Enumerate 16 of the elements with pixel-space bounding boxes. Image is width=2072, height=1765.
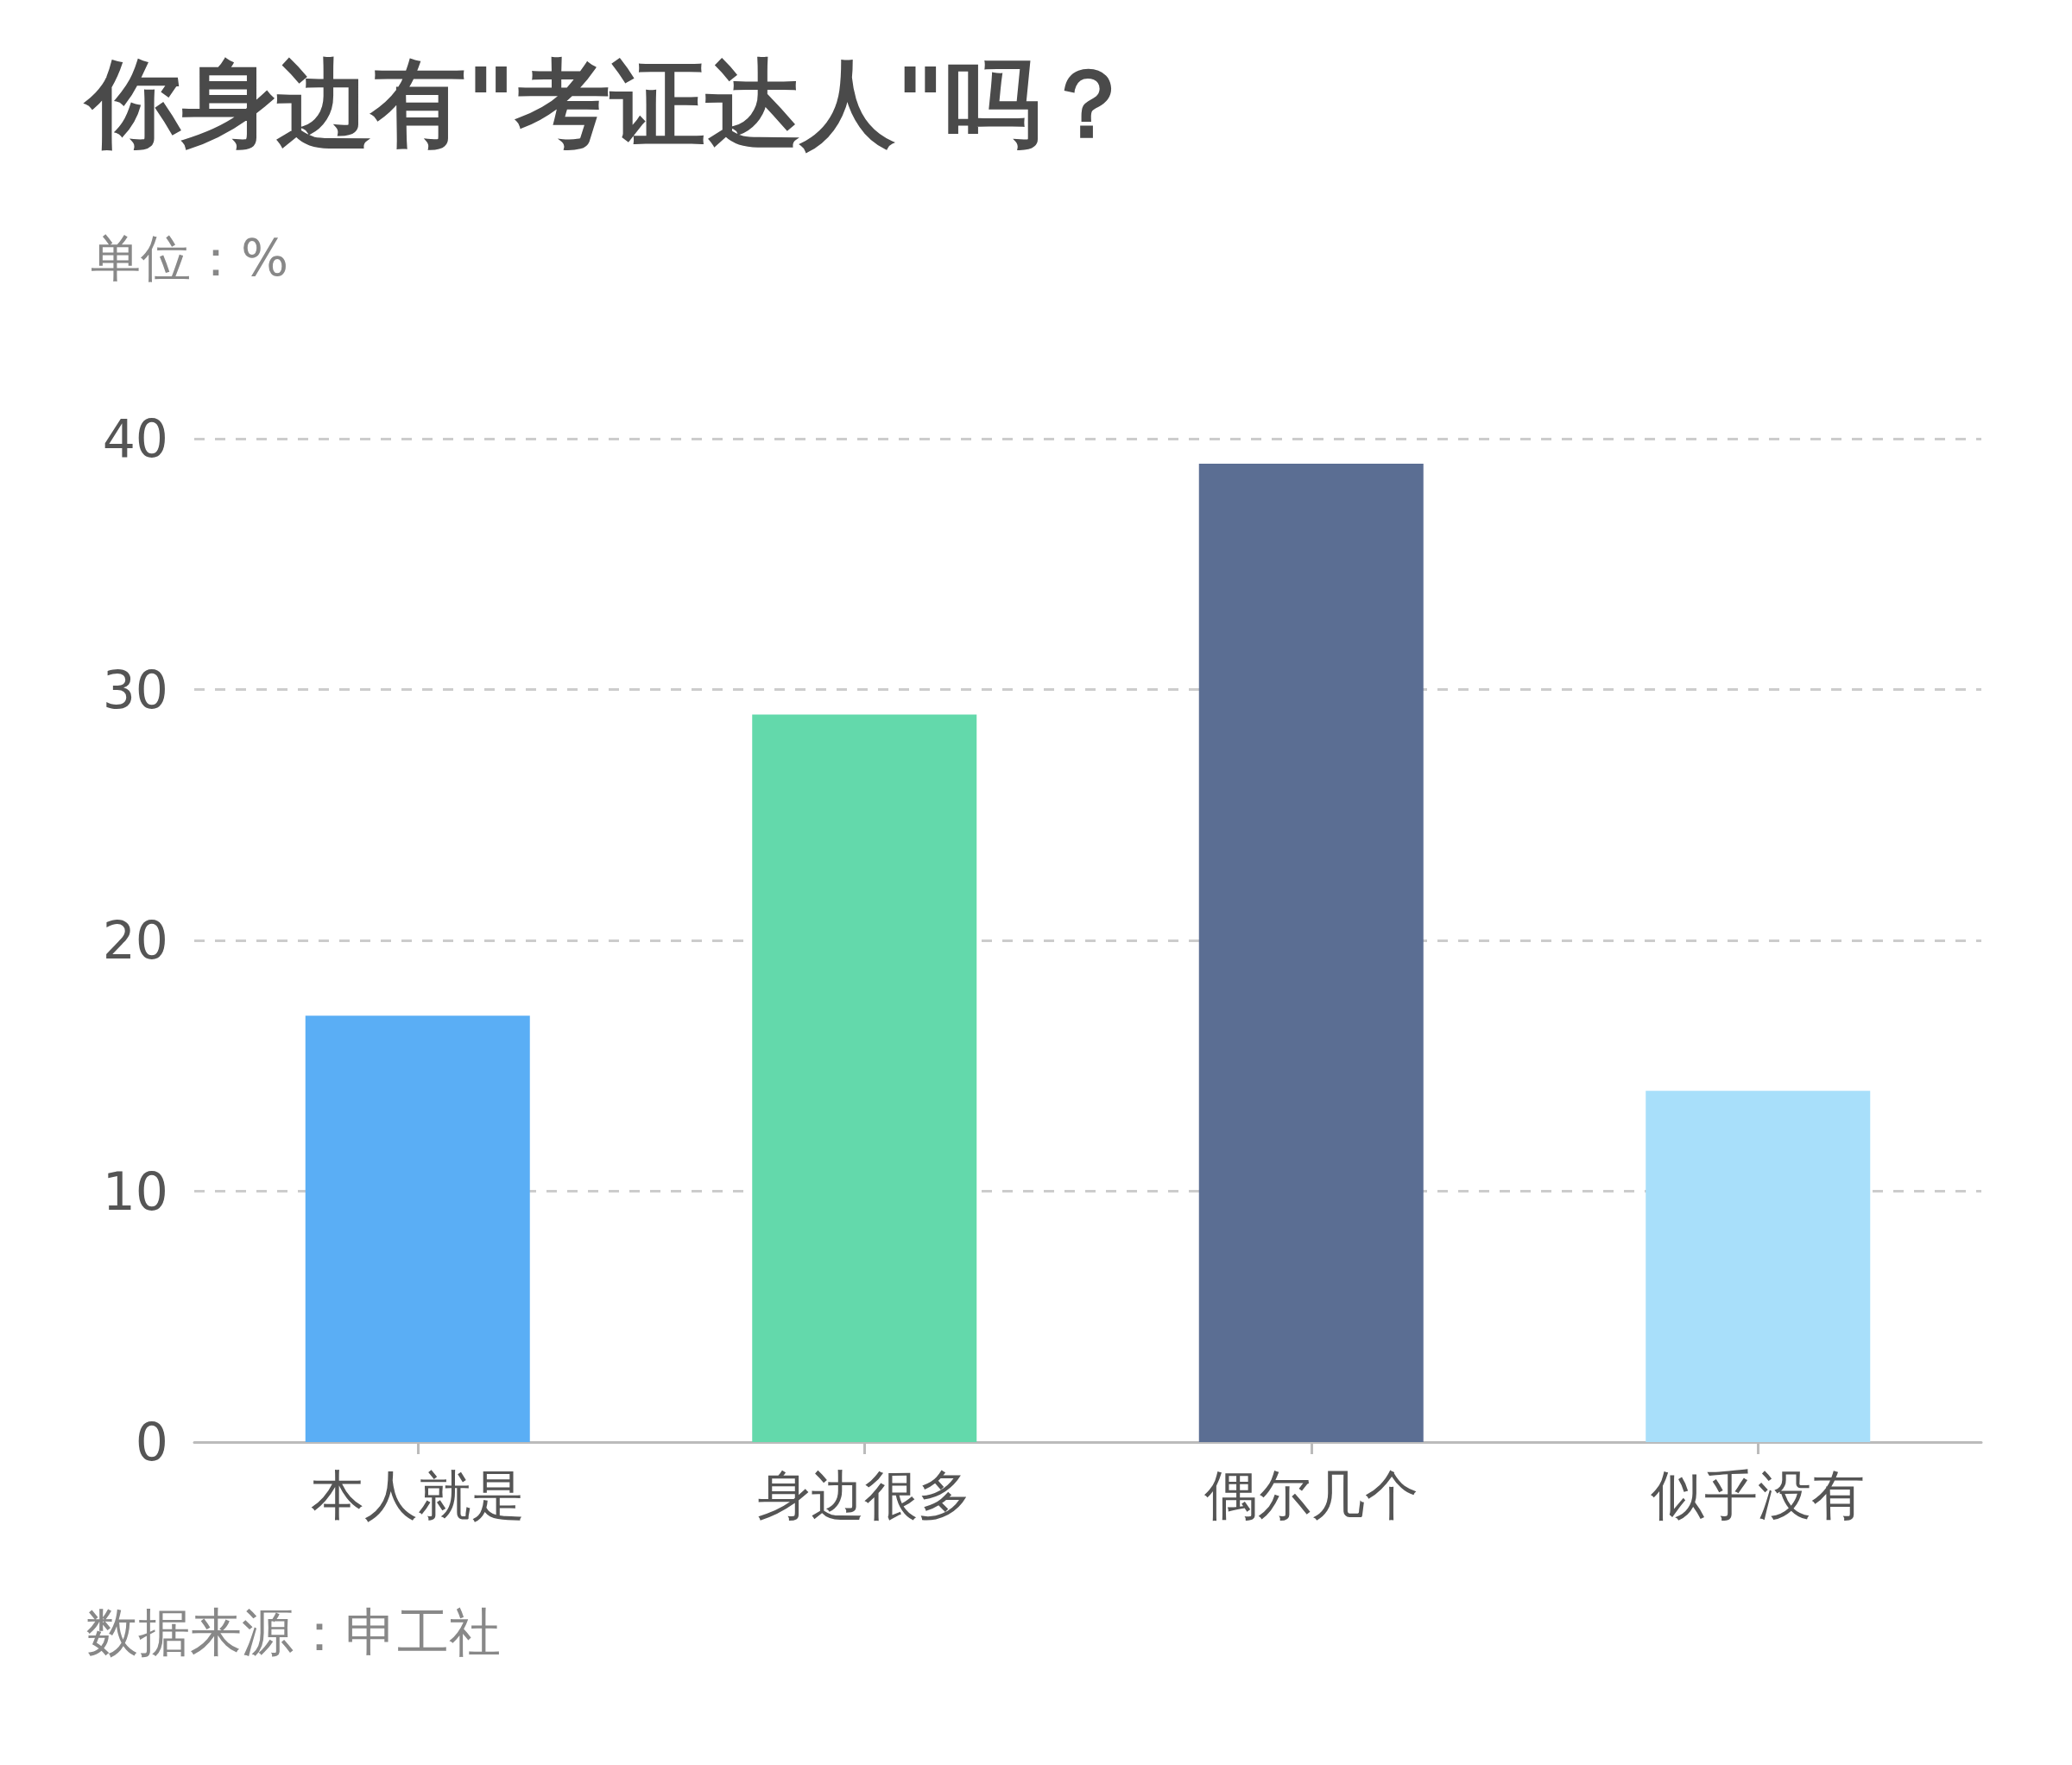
source-note: 数据来源：申工社 (86, 1602, 501, 1662)
y-tick-label: 0 (135, 1412, 168, 1472)
chart-title: 你身边有"考证达人"吗？ (83, 48, 1135, 159)
bar (1646, 1091, 1871, 1442)
y-tick-label: 20 (102, 910, 168, 971)
bar (305, 1015, 530, 1442)
y-tick-label: 30 (102, 659, 168, 720)
x-tick-label: 身边很多 (757, 1463, 972, 1527)
bar (1198, 464, 1424, 1442)
x-tick-label: 似乎没有 (1651, 1463, 1866, 1527)
x-tick-label: 偶尔几个 (1203, 1463, 1418, 1527)
y-tick-label: 40 (102, 408, 168, 469)
x-tick-label: 本人就是 (310, 1463, 525, 1527)
bar (752, 714, 977, 1442)
y-tick-label: 10 (102, 1161, 168, 1222)
chart-subtitle: 单位：% (91, 229, 289, 288)
